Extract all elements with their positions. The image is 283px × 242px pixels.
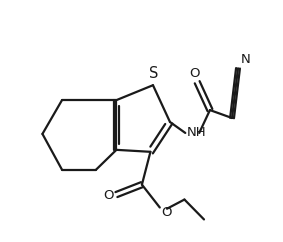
Text: NH: NH <box>186 126 206 139</box>
Text: O: O <box>190 67 200 80</box>
Text: S: S <box>149 66 159 81</box>
Text: O: O <box>104 189 114 202</box>
Text: N: N <box>240 53 250 66</box>
Text: O: O <box>161 206 171 219</box>
